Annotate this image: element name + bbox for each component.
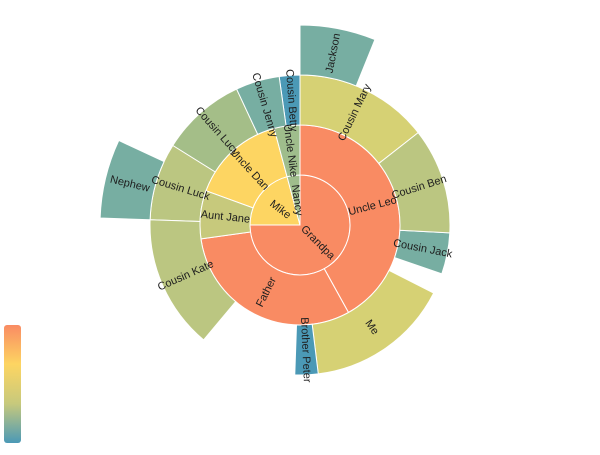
segment-cousin-jenny[interactable]	[235, 75, 287, 136]
segment-cousin-ben[interactable]	[378, 131, 451, 234]
segment-cousin-jack[interactable]	[393, 229, 451, 275]
label-brother-peter: Brother Peter	[298, 317, 313, 383]
segment-jackson[interactable]	[299, 24, 376, 87]
label-aunt-jane: Aunt Jane	[200, 209, 251, 226]
label-cousin-betty: Cousin Betty	[283, 69, 299, 133]
segment-cousin-kate[interactable]	[149, 219, 237, 341]
segment-nephew[interactable]	[99, 139, 165, 221]
segment-brother-peter[interactable]	[294, 323, 319, 376]
label-nancy: Nancy	[289, 184, 305, 217]
visual-map-gradient-bar[interactable]	[4, 325, 21, 443]
